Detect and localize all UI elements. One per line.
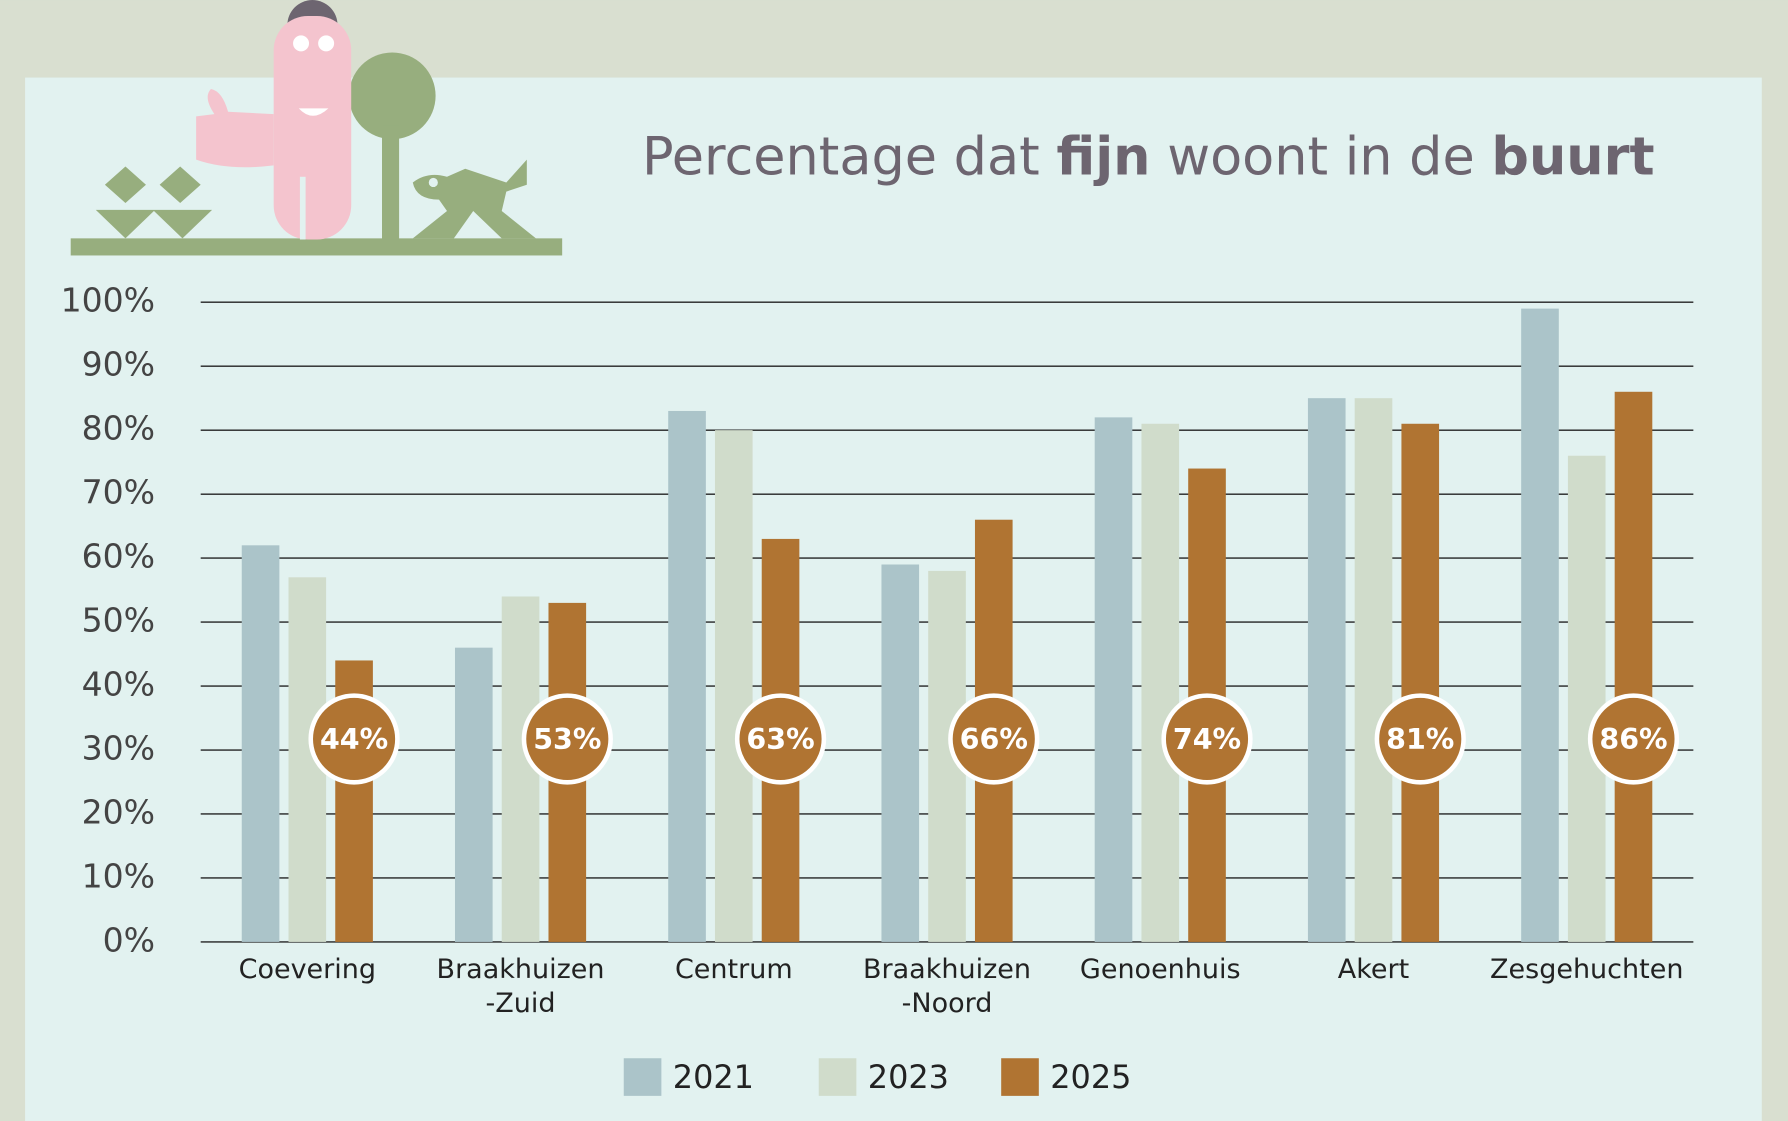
y-tick-label: 10%	[82, 856, 155, 895]
legend-swatch	[1001, 1058, 1039, 1096]
bar	[1521, 309, 1559, 942]
bar	[1568, 456, 1606, 942]
y-tick-label: 50%	[82, 601, 155, 640]
bar	[881, 565, 919, 942]
page: Percentage dat fijn woont in de buurt 0%…	[0, 0, 1788, 1121]
value-label: 66%	[960, 723, 1028, 756]
title-part: buurt	[1491, 126, 1654, 187]
value-label: 63%	[746, 723, 814, 756]
y-tick-label: 80%	[82, 409, 155, 448]
y-tick-label: 20%	[82, 792, 155, 831]
title-part: Percentage dat	[642, 126, 1056, 187]
legend-label: 2021	[673, 1058, 754, 1096]
bar	[455, 648, 493, 942]
value-label: 44%	[320, 723, 388, 756]
legend-label: 2025	[1050, 1058, 1131, 1096]
bar	[1308, 398, 1346, 942]
value-label: 74%	[1173, 723, 1241, 756]
value-label: 81%	[1386, 723, 1454, 756]
x-tick-label: Genoenhuis	[1060, 953, 1260, 987]
y-tick-label: 30%	[82, 729, 155, 768]
bar	[1401, 424, 1439, 942]
value-label: 86%	[1599, 723, 1667, 756]
bar	[1355, 398, 1393, 942]
y-tick-label: 70%	[82, 473, 155, 512]
bar	[242, 545, 280, 942]
x-tick-label: Akert	[1273, 953, 1473, 987]
x-tick-label: Zesgehuchten	[1487, 953, 1687, 987]
x-tick-label: Braakhuizen -Zuid	[421, 953, 621, 1021]
title-part: woont in de	[1151, 126, 1492, 187]
bar	[715, 430, 753, 942]
bar	[1615, 392, 1653, 942]
title-part: fijn	[1056, 126, 1150, 187]
y-tick-label: 0%	[103, 920, 155, 959]
legend-swatch	[624, 1058, 662, 1096]
bar	[1141, 424, 1179, 942]
y-tick-label: 40%	[82, 665, 155, 704]
bar	[668, 411, 706, 942]
x-tick-label: Braakhuizen -Noord	[847, 953, 1047, 1021]
chart-title: Percentage dat fijn woont in de buurt	[642, 126, 1655, 187]
y-tick-label: 90%	[82, 345, 155, 384]
y-tick-label: 100%	[61, 281, 155, 320]
x-tick-label: Centrum	[634, 953, 834, 987]
x-tick-label: Coevering	[207, 953, 407, 987]
bar	[1095, 417, 1133, 942]
value-label: 53%	[533, 723, 601, 756]
legend-label: 2023	[868, 1058, 949, 1096]
y-tick-label: 60%	[82, 537, 155, 576]
legend-swatch	[819, 1058, 857, 1096]
